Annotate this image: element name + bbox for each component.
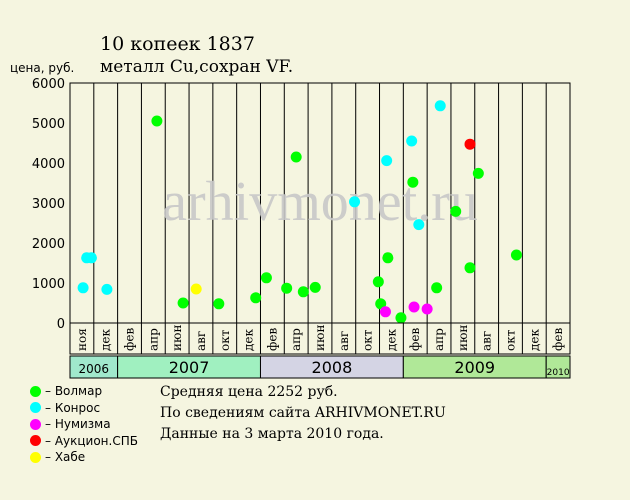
data-point [213, 298, 225, 310]
y-tick-label: 5000 [32, 117, 65, 132]
legend-item-volmar: – Волмар [30, 383, 138, 400]
legend-label: – Конрос [45, 400, 101, 415]
month-label: фев [551, 328, 565, 351]
legend-label: – Волмар [45, 384, 103, 399]
data-point [434, 100, 446, 112]
watermark: arhivmonet.ru [162, 171, 478, 233]
data-point [407, 176, 419, 188]
legend-item-konros: – Конрос [30, 400, 138, 417]
average-price-text: Средняя цена 2252 руб. [160, 384, 338, 400]
month-label: окт [503, 329, 517, 351]
month-label: фев [123, 328, 137, 351]
month-label: окт [361, 329, 375, 351]
data-point [190, 283, 202, 295]
data-point [101, 283, 113, 295]
legend-marker [30, 418, 41, 430]
data-point [309, 281, 321, 293]
data-point [379, 306, 391, 318]
year-label: 2007 [169, 358, 210, 377]
legend: – Волмар – Конрос – Нумизма – Аукцион.СП… [30, 383, 138, 466]
legend-marker [30, 402, 41, 414]
data-point [450, 205, 462, 217]
month-label: дек [527, 329, 541, 351]
month-label: окт [218, 329, 232, 351]
data-point [375, 298, 387, 310]
chart-subtitle: металл Cu,сохран VF. [100, 57, 294, 77]
year-label: 2010 [547, 368, 570, 378]
y-tick-label: 2000 [32, 237, 65, 252]
data-point [413, 219, 425, 231]
legend-item-auction-spb: – Аукцион.СПБ [30, 433, 138, 450]
month-label: дек [384, 329, 398, 351]
data-point [381, 155, 393, 167]
month-label: авг [194, 331, 208, 351]
legend-label: – Нумизма [45, 417, 111, 432]
legend-label: – Хабе [45, 450, 86, 465]
data-point [431, 282, 443, 294]
data-point [260, 272, 272, 284]
year-label: 2009 [454, 358, 495, 377]
legend-marker [30, 435, 41, 447]
data-point [372, 276, 384, 288]
data-point [408, 301, 420, 313]
y-tick-label: 0 [57, 317, 65, 332]
y-tick-label: 1000 [32, 277, 65, 292]
legend-marker [30, 385, 41, 397]
month-label: авг [337, 331, 351, 351]
source-text: По сведениям сайта ARHIVMONET.RU [160, 405, 446, 421]
data-date-text: Данные на 3 марта 2010 года. [160, 426, 384, 442]
notes: Средняя цена 2252 руб. По сведениям сайт… [160, 382, 446, 445]
year-label: 2006 [79, 362, 110, 376]
chart-title: 10 копеек 1837 [100, 33, 255, 55]
data-point [290, 151, 302, 163]
month-label: апр [432, 328, 446, 351]
data-point [297, 286, 309, 298]
legend-label: – Аукцион.СПБ [45, 433, 138, 448]
legend-marker [30, 451, 41, 463]
data-point [395, 312, 407, 324]
month-label: ноя [75, 328, 89, 351]
legend-item-khabe: – Хабе [30, 449, 138, 466]
data-point [250, 292, 262, 304]
data-point [177, 297, 189, 309]
month-label: июн [313, 325, 327, 351]
month-label: июн [456, 325, 470, 351]
data-point [85, 252, 97, 264]
y-tick-label: 3000 [32, 197, 65, 212]
month-label: дек [242, 329, 256, 351]
data-point [151, 115, 163, 127]
y-tick-label: 4000 [32, 157, 65, 172]
data-point [464, 262, 476, 274]
month-label: фев [408, 328, 422, 351]
year-label: 2008 [312, 358, 353, 377]
data-point [472, 167, 484, 179]
year-cell [545, 355, 571, 379]
y-axis-label: цена, руб. [10, 61, 75, 75]
legend-item-numizma: – Нумизма [30, 416, 138, 433]
data-point [77, 282, 89, 294]
month-band [69, 322, 571, 355]
data-point [349, 196, 361, 208]
data-point [510, 249, 522, 261]
data-point [464, 138, 476, 150]
month-label: апр [289, 328, 303, 351]
data-point [382, 252, 394, 264]
month-label: дек [99, 329, 113, 351]
month-label: фев [265, 328, 279, 351]
data-point [406, 135, 418, 147]
data-point [281, 282, 293, 294]
month-label: авг [480, 331, 494, 351]
data-point [421, 303, 433, 315]
month-label: июн [170, 325, 184, 351]
y-tick-label: 6000 [32, 77, 65, 92]
month-label: апр [146, 328, 160, 351]
